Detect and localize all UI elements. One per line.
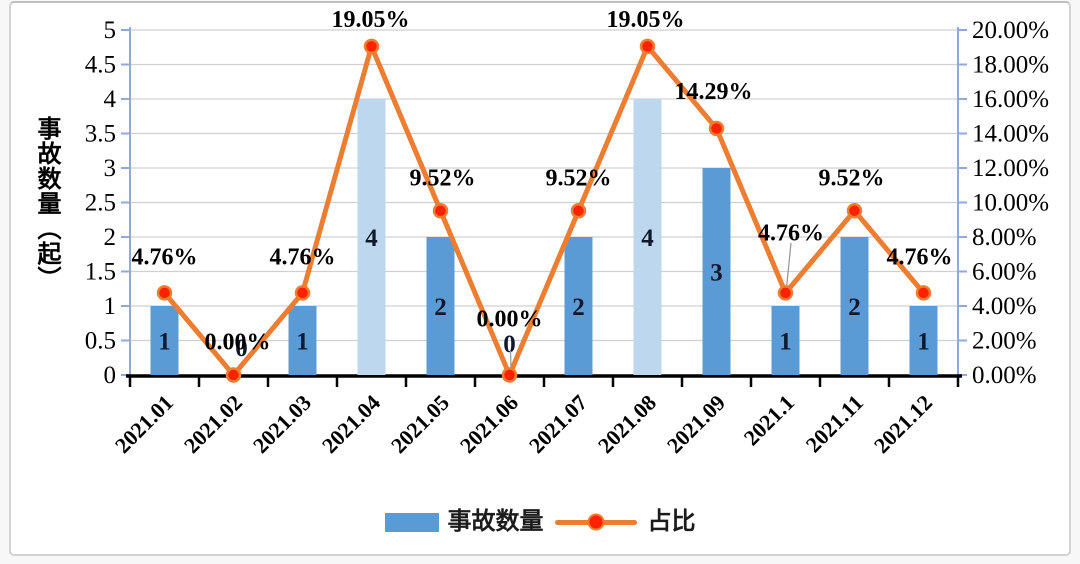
bar-2021.09 — [702, 168, 731, 375]
x-tick-label: 2021.07 — [524, 390, 592, 458]
y-tick-label-right: 8.00% — [972, 224, 1037, 251]
chart-card — [9, 1, 1071, 556]
bar-2021.11 — [840, 237, 869, 375]
y-tick-label-left: 1 — [104, 293, 117, 320]
line-marker-2021.04 — [363, 38, 380, 55]
bar-2021.08 — [633, 99, 662, 375]
y-tick-label-right: 4.00% — [972, 293, 1037, 320]
bar-2021.05 — [426, 237, 455, 375]
y-tick-label-right: 10.00% — [972, 190, 1049, 217]
x-tick-label: 2021.09 — [662, 390, 730, 458]
x-tick-label: 2021.06 — [455, 390, 523, 458]
bar-2021.01 — [150, 306, 179, 375]
y-tick-label-left: 0.5 — [85, 328, 116, 355]
x-tick-label: 2021.11 — [801, 390, 868, 457]
bar-value-label: 4 — [365, 225, 378, 252]
legend: 事故数量 占比 — [0, 506, 1080, 538]
legend-line-swatch-icon — [554, 513, 637, 531]
y-tick-label-left: 2 — [104, 224, 117, 251]
line-data-label: 0.00% — [205, 330, 271, 356]
line-marker-2021.03 — [294, 285, 311, 301]
bar-value-label: 1 — [779, 329, 792, 356]
y-tick-label-right: 12.00% — [972, 155, 1049, 182]
line-data-label: 9.52% — [410, 165, 476, 191]
bar-value-label: 2 — [848, 294, 861, 321]
line-marker-2021.06 — [501, 367, 518, 383]
y-tick-label-right: 14.00% — [972, 121, 1049, 148]
line-data-label: 4.76% — [132, 244, 198, 270]
y-tick-label-right: 6.00% — [972, 259, 1037, 286]
x-tick-label: 2021.04 — [317, 390, 385, 458]
line-data-label: 4.76% — [270, 244, 336, 270]
line-marker-2021.01 — [156, 285, 173, 301]
x-tick-label: 2021.01 — [110, 390, 178, 458]
bar-value-label: 1 — [158, 329, 171, 356]
y-tick-label-left: 3.5 — [85, 121, 116, 148]
x-tick-label: 2021.08 — [593, 390, 661, 458]
line-marker-2021.02 — [225, 367, 242, 383]
x-tick-label: 2021.03 — [248, 390, 316, 458]
line-data-label: 4.76% — [887, 244, 953, 270]
legend-bar-swatch-icon — [384, 512, 439, 532]
y-tick-label-right: 2.00% — [972, 328, 1037, 355]
y-tick-label-left: 4 — [104, 86, 117, 113]
line-marker-2021.11 — [846, 203, 863, 219]
leader-line — [785, 242, 792, 289]
bar-value-label: 1 — [296, 329, 309, 356]
line-marker-2021.05 — [432, 203, 449, 219]
line-data-label: 9.52% — [546, 165, 612, 191]
y-tick-label-right: 0.00% — [972, 362, 1037, 389]
x-tick-label: 2021.02 — [179, 390, 247, 458]
y-tick-label-left: 5 — [104, 17, 117, 44]
bar-2021.03 — [288, 306, 317, 375]
bar-value-label: 2 — [572, 294, 585, 321]
line-data-label: 9.52% — [819, 165, 885, 191]
legend-label-line: 占比 — [647, 509, 696, 535]
line-marker-2021.07 — [570, 203, 587, 219]
x-tick-label: 2021.12 — [869, 390, 937, 458]
x-tick-label: 2021.05 — [386, 390, 454, 458]
legend-label-bars: 事故数量 — [447, 509, 544, 535]
line-marker-2021.1 — [777, 285, 794, 301]
line-data-label: 19.05% — [607, 7, 685, 33]
bar-value-label: 2 — [434, 294, 447, 321]
y-tick-label-left: 1.5 — [85, 259, 116, 286]
y-tick-label-right: 20.00% — [972, 17, 1049, 44]
leader-line — [509, 350, 512, 370]
bar-2021.1 — [771, 306, 800, 375]
bar-value-label: 1 — [917, 329, 930, 356]
y-tick-label-left: 0 — [104, 362, 117, 389]
x-tick-label: 2021.1 — [739, 390, 799, 450]
line-marker-2021.08 — [639, 38, 656, 55]
y-tick-label-left: 2.5 — [85, 190, 116, 217]
line-marker-2021.09 — [708, 120, 725, 137]
line-data-label: 14.29% — [675, 79, 753, 105]
y-tick-label-left: 3 — [104, 155, 117, 182]
line-data-label: 19.05% — [332, 7, 410, 33]
bar-value-label: 0 — [235, 335, 248, 362]
bar-2021.12 — [909, 306, 938, 375]
bar-2021.07 — [564, 237, 593, 375]
bar-value-label: 0 — [503, 331, 516, 358]
bar-value-label: 3 — [710, 260, 723, 287]
line-data-label: 0.00% — [477, 307, 543, 333]
left-axis-title: 事故数量（起） — [33, 116, 59, 291]
bar-value-label: 4 — [641, 225, 654, 252]
y-tick-label-right: 18.00% — [972, 52, 1049, 79]
line-series — [162, 43, 926, 378]
legend-marker-dot-icon — [587, 513, 604, 531]
bar-2021.04 — [357, 99, 386, 375]
line-marker-2021.12 — [915, 285, 932, 301]
y-tick-label-left: 4.5 — [85, 52, 116, 79]
y-tick-label-right: 16.00% — [972, 86, 1049, 113]
line-data-label: 4.76% — [758, 220, 824, 246]
